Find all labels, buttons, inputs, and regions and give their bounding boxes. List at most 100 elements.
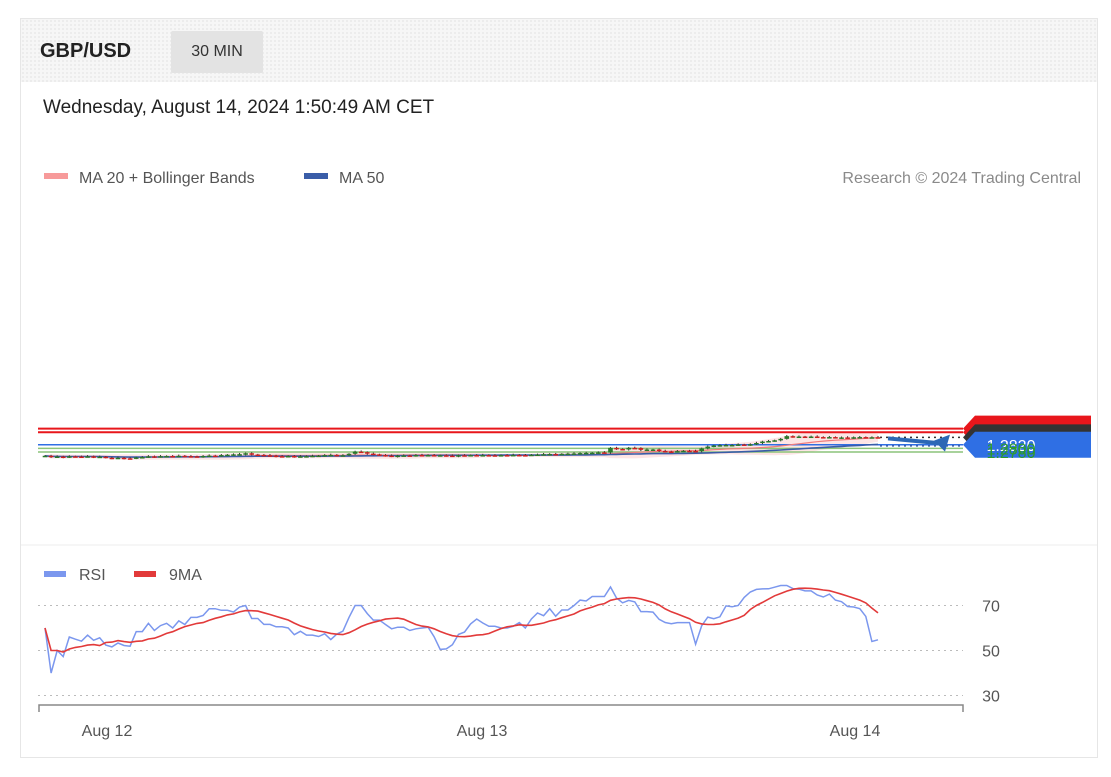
candle-body — [164, 455, 169, 458]
candle-body — [182, 455, 188, 458]
candle-body — [97, 456, 103, 459]
rsi-legend-label: RSI — [79, 567, 106, 584]
candle-body — [778, 438, 784, 441]
candle-body — [516, 454, 522, 457]
candle-body — [322, 455, 327, 457]
candle-body — [687, 450, 692, 453]
candle-body — [450, 455, 455, 458]
candle-body — [553, 453, 559, 456]
candle-body — [808, 436, 814, 439]
candle-body — [498, 455, 504, 457]
candle-body — [492, 455, 498, 457]
candle-body — [304, 456, 309, 458]
level-tag-label: 1.2820 — [987, 438, 1036, 455]
candle-body — [608, 447, 613, 453]
candle-body — [401, 455, 407, 457]
candle-body — [626, 447, 632, 450]
ma20-legend-label: MA 20 + Bollinger Bands — [79, 170, 255, 187]
candle-body — [170, 455, 175, 458]
candle-body — [729, 444, 735, 447]
chart-header: GBP/USD 30 MIN — [21, 19, 1097, 82]
candle-body — [711, 445, 717, 448]
rsi-ma-legend-swatch — [134, 571, 156, 577]
candle-body — [741, 444, 747, 446]
pair-title: GBP/USD — [40, 40, 132, 62]
ma50-legend-label: MA 50 — [339, 170, 384, 187]
candle-body — [352, 451, 358, 454]
candle-body — [735, 444, 741, 446]
candle-body — [212, 455, 218, 458]
candle-body — [42, 455, 48, 458]
time-tick-label: Aug 13 — [457, 723, 508, 740]
candle-body — [328, 454, 334, 457]
candle-body — [91, 456, 96, 458]
candle-body — [346, 453, 352, 456]
candle-body — [115, 457, 121, 460]
candle-body — [863, 437, 869, 439]
candle-body — [79, 456, 84, 458]
candle-body — [225, 454, 230, 457]
candle-body — [589, 452, 595, 455]
candle-body — [571, 453, 577, 455]
candle-body — [237, 454, 242, 456]
candle-body — [121, 457, 127, 460]
candle-body — [693, 450, 698, 453]
rsi-legend: RSI 9MA — [44, 567, 202, 584]
rsi-panel: 70 50 30 — [38, 584, 1000, 706]
candle-body — [437, 455, 443, 457]
candle-body — [419, 455, 425, 457]
candle-body — [662, 450, 668, 453]
candle-body — [383, 455, 388, 457]
candle-body — [249, 453, 255, 455]
chart-panel: GBP/USD 30 MIN Wednesday, August 14, 202… — [20, 18, 1098, 758]
candles — [42, 434, 881, 460]
candle-body — [200, 455, 206, 458]
candle-body — [790, 436, 796, 438]
candle-body — [827, 437, 832, 439]
candle-body — [869, 437, 875, 439]
candle-body — [176, 455, 182, 458]
candle-body — [291, 455, 297, 458]
candle-body — [279, 456, 285, 458]
candle-body — [596, 452, 601, 454]
candle-body — [273, 455, 279, 458]
candle-body — [802, 436, 808, 439]
candle-body — [358, 451, 364, 454]
candle-body — [510, 454, 516, 457]
time-axis-line — [38, 704, 964, 712]
ma50-legend-swatch — [304, 173, 328, 179]
candle-body — [754, 443, 759, 445]
candle-body — [413, 455, 419, 457]
candle-body — [152, 456, 157, 458]
candle-body — [529, 454, 534, 457]
candle-body — [577, 453, 583, 455]
candle-body — [523, 455, 528, 457]
candle-body — [194, 456, 200, 458]
time-tick-label: Aug 14 — [830, 723, 881, 740]
ma20-legend-swatch — [44, 173, 68, 179]
rsi-line — [44, 584, 879, 674]
candle-body — [285, 455, 291, 458]
candle-body — [699, 448, 704, 452]
candle-body — [851, 437, 856, 439]
candle-body — [310, 455, 315, 458]
timeframe-button[interactable]: 30 MIN — [171, 31, 263, 73]
candle-body — [480, 455, 486, 457]
candle-body — [219, 455, 224, 457]
candle-body — [340, 455, 346, 457]
level-tag — [963, 431, 1091, 458]
candle-body — [316, 455, 321, 458]
candle-body — [267, 455, 273, 457]
candle-body — [833, 437, 838, 439]
candle-body — [371, 453, 376, 456]
candle-body — [565, 453, 571, 456]
rsi-tick-label: 70 — [982, 599, 1000, 616]
candle-body — [875, 437, 881, 439]
candle-body — [705, 446, 711, 449]
candle-body — [103, 456, 109, 459]
candle-body — [298, 456, 303, 458]
candle-body — [231, 454, 236, 456]
level-tag-label: 1.2780 — [987, 445, 1036, 462]
